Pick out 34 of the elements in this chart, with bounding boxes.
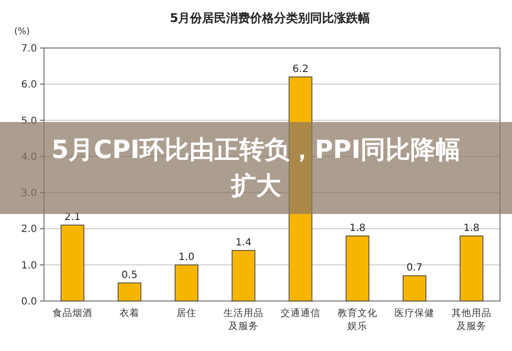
bar <box>174 264 198 302</box>
x-tick-label: 其他用品及服务 <box>450 307 492 333</box>
data-label: 1.4 <box>236 237 252 248</box>
y-tick-label: 1.0 <box>21 260 37 272</box>
x-tick-label: 衣着 <box>118 307 140 320</box>
y-tick-label: 2.0 <box>21 224 37 236</box>
data-label: 2.1 <box>64 212 80 224</box>
y-tick-label: 5.0 <box>21 116 37 127</box>
y-tick-label: 7.0 <box>21 44 37 54</box>
chart-title: 5月份居民消费价格分类别同比涨跌幅 <box>170 11 370 25</box>
bar <box>60 224 84 302</box>
annotation: 5月CPI环比由正转负，PPI同比降幅扩大 <box>51 134 461 202</box>
x-tick-label: 交通通信 <box>280 307 322 320</box>
bar <box>460 236 484 302</box>
y-tick-label: 0.0 <box>21 296 37 308</box>
bar <box>402 275 426 302</box>
data-label: 0.7 <box>406 262 422 274</box>
y-tick-label: 4.0 <box>21 152 37 163</box>
bar <box>232 250 256 302</box>
y-tick-label: 6.0 <box>21 80 37 91</box>
bar <box>346 236 370 302</box>
y-axis-title: (%) <box>14 27 30 37</box>
x-tick-label: 食品烟酒 <box>52 307 94 320</box>
x-tick-label: 教育文化娱乐 <box>336 307 378 333</box>
y-tick-label: 3.0 <box>21 188 37 200</box>
data-label: 1.8 <box>464 222 480 234</box>
x-tick-label: 居住 <box>176 307 198 320</box>
data-label: 1.0 <box>178 252 194 263</box>
data-label: 0.5 <box>122 270 138 281</box>
data-label: 6.2 <box>292 64 308 75</box>
x-tick-label: 生活用品及服务 <box>222 307 264 333</box>
data-label: 1.8 <box>350 222 366 234</box>
x-tick-label: 医疗保健 <box>394 307 436 320</box>
bar <box>118 282 142 302</box>
